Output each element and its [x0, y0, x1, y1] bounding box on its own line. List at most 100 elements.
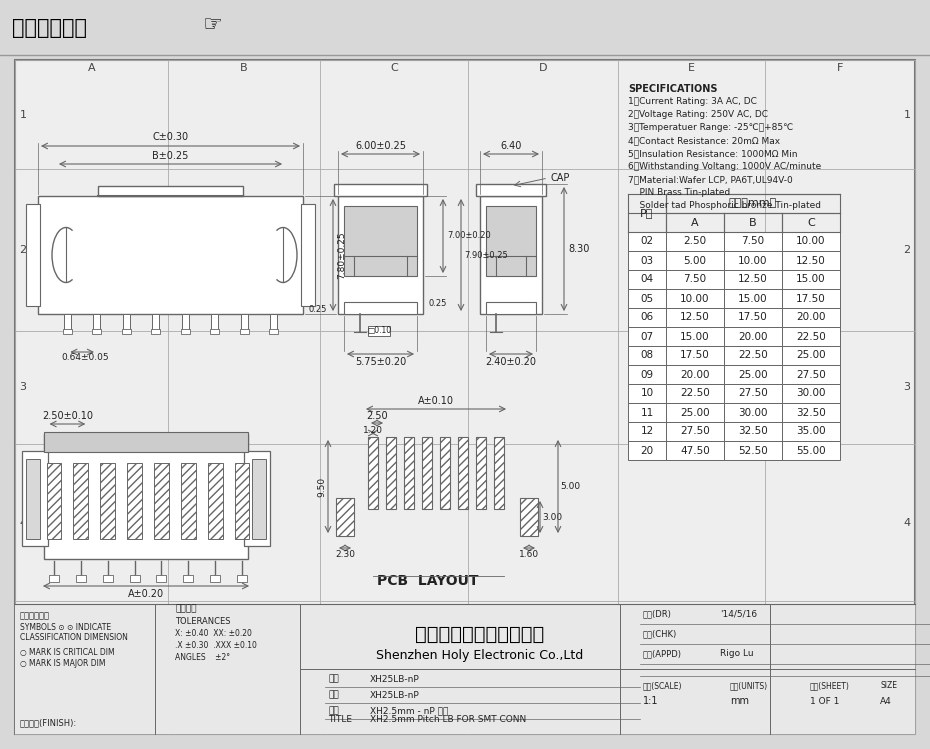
Text: 1: 1: [904, 109, 910, 120]
Bar: [129, 575, 140, 582]
Text: 3: 3: [904, 383, 910, 392]
Bar: [724, 270, 782, 289]
Bar: [0, 0, 930, 55]
Text: 10: 10: [641, 389, 654, 398]
Bar: [44, 434, 248, 559]
Bar: [334, 184, 427, 196]
Bar: [156, 575, 166, 582]
Text: XH2.5mm - nP 立贴: XH2.5mm - nP 立贴: [370, 706, 448, 715]
Text: 05: 05: [641, 294, 654, 303]
Text: 7.80±0.25: 7.80±0.25: [337, 231, 346, 279]
Text: XH25LB-nP: XH25LB-nP: [370, 675, 419, 684]
Text: 35.00: 35.00: [796, 426, 826, 437]
Bar: [15, 604, 915, 734]
Bar: [234, 464, 249, 539]
Text: 1.60: 1.60: [519, 550, 539, 559]
Text: PCB  LAYOUT: PCB LAYOUT: [378, 574, 479, 588]
Bar: [15, 60, 915, 734]
Text: 2.30: 2.30: [335, 550, 355, 559]
Bar: [724, 403, 782, 422]
Bar: [724, 308, 782, 327]
Text: P数: P数: [641, 208, 654, 218]
Text: 25.00: 25.00: [796, 351, 826, 360]
Bar: [782, 365, 840, 384]
Bar: [666, 384, 724, 403]
Text: 1: 1: [20, 109, 26, 120]
Bar: [724, 346, 782, 365]
Text: 52.50: 52.50: [738, 446, 768, 455]
Text: .X ±0.30  .XXX ±0.10: .X ±0.30 .XXX ±0.10: [175, 641, 257, 650]
Bar: [338, 196, 423, 314]
Bar: [628, 289, 666, 308]
Text: 0.25: 0.25: [428, 300, 446, 309]
Text: PIN Brass Tin-plated: PIN Brass Tin-plated: [628, 188, 730, 197]
Text: A±0.10: A±0.10: [418, 396, 454, 406]
Text: C: C: [390, 721, 398, 731]
Bar: [180, 329, 190, 334]
Bar: [666, 346, 724, 365]
Bar: [336, 498, 354, 536]
Bar: [724, 289, 782, 308]
Text: 10.00: 10.00: [738, 255, 768, 265]
Bar: [666, 441, 724, 460]
Bar: [49, 575, 59, 582]
Text: D: D: [538, 721, 547, 731]
Text: X: ±0.40  XX: ±0.20: X: ±0.40 XX: ±0.20: [175, 629, 252, 638]
Bar: [211, 314, 219, 330]
Text: SPECIFICATIONS: SPECIFICATIONS: [628, 84, 718, 94]
Text: 27.50: 27.50: [796, 369, 826, 380]
Bar: [269, 329, 278, 334]
Text: 32.50: 32.50: [796, 407, 826, 417]
Text: 20.00: 20.00: [680, 369, 710, 380]
Text: 22.50: 22.50: [738, 351, 768, 360]
Text: B: B: [240, 63, 247, 73]
Text: 6.40: 6.40: [500, 141, 522, 151]
Text: 在线图纸下载: 在线图纸下载: [12, 17, 87, 37]
Bar: [152, 329, 160, 334]
Text: 7、Material:Wafer LCP, PA6T,UL94V-0: 7、Material:Wafer LCP, PA6T,UL94V-0: [628, 175, 792, 184]
Bar: [102, 575, 113, 582]
Text: 2: 2: [903, 245, 910, 255]
Text: CLASSIFICATION DIMENSION: CLASSIFICATION DIMENSION: [20, 634, 128, 643]
Bar: [480, 196, 542, 314]
Bar: [127, 464, 142, 539]
Text: 5、Insulation Resistance: 1000MΩ Min: 5、Insulation Resistance: 1000MΩ Min: [628, 149, 798, 158]
Text: 尺寸（mm）: 尺寸（mm）: [729, 198, 777, 208]
Text: 15.00: 15.00: [796, 274, 826, 285]
Text: 9.50: 9.50: [317, 476, 326, 497]
Text: 20: 20: [641, 446, 654, 455]
Bar: [628, 422, 666, 441]
Text: 5: 5: [20, 663, 26, 673]
Text: 55.00: 55.00: [796, 446, 826, 455]
Bar: [44, 432, 248, 452]
Text: 06: 06: [641, 312, 654, 323]
Text: 1、Current Rating: 3A AC, DC: 1、Current Rating: 3A AC, DC: [628, 97, 757, 106]
Text: 2.40±0.20: 2.40±0.20: [485, 357, 537, 367]
Bar: [724, 422, 782, 441]
Text: 09: 09: [641, 369, 654, 380]
Bar: [210, 575, 220, 582]
Bar: [38, 196, 303, 314]
Text: XH25LB-nP: XH25LB-nP: [370, 691, 419, 700]
Bar: [724, 232, 782, 251]
Text: 17.50: 17.50: [738, 312, 768, 323]
Text: 17.50: 17.50: [680, 351, 710, 360]
Bar: [244, 451, 270, 546]
Text: 02: 02: [641, 237, 654, 246]
Text: 图号: 图号: [328, 691, 339, 700]
Text: 22.50: 22.50: [796, 332, 826, 342]
Bar: [270, 314, 277, 330]
Bar: [63, 329, 72, 334]
Text: C: C: [390, 63, 398, 73]
Bar: [76, 575, 86, 582]
Text: 17.50: 17.50: [796, 294, 826, 303]
Text: ANGLES    ±2°: ANGLES ±2°: [175, 653, 230, 663]
Text: 30.00: 30.00: [738, 407, 768, 417]
Text: 6.00±0.25: 6.00±0.25: [355, 141, 406, 151]
Bar: [73, 464, 88, 539]
Bar: [98, 186, 244, 196]
Bar: [628, 441, 666, 460]
Bar: [782, 422, 840, 441]
Text: 12.50: 12.50: [796, 255, 826, 265]
Text: 12.50: 12.50: [680, 312, 710, 323]
